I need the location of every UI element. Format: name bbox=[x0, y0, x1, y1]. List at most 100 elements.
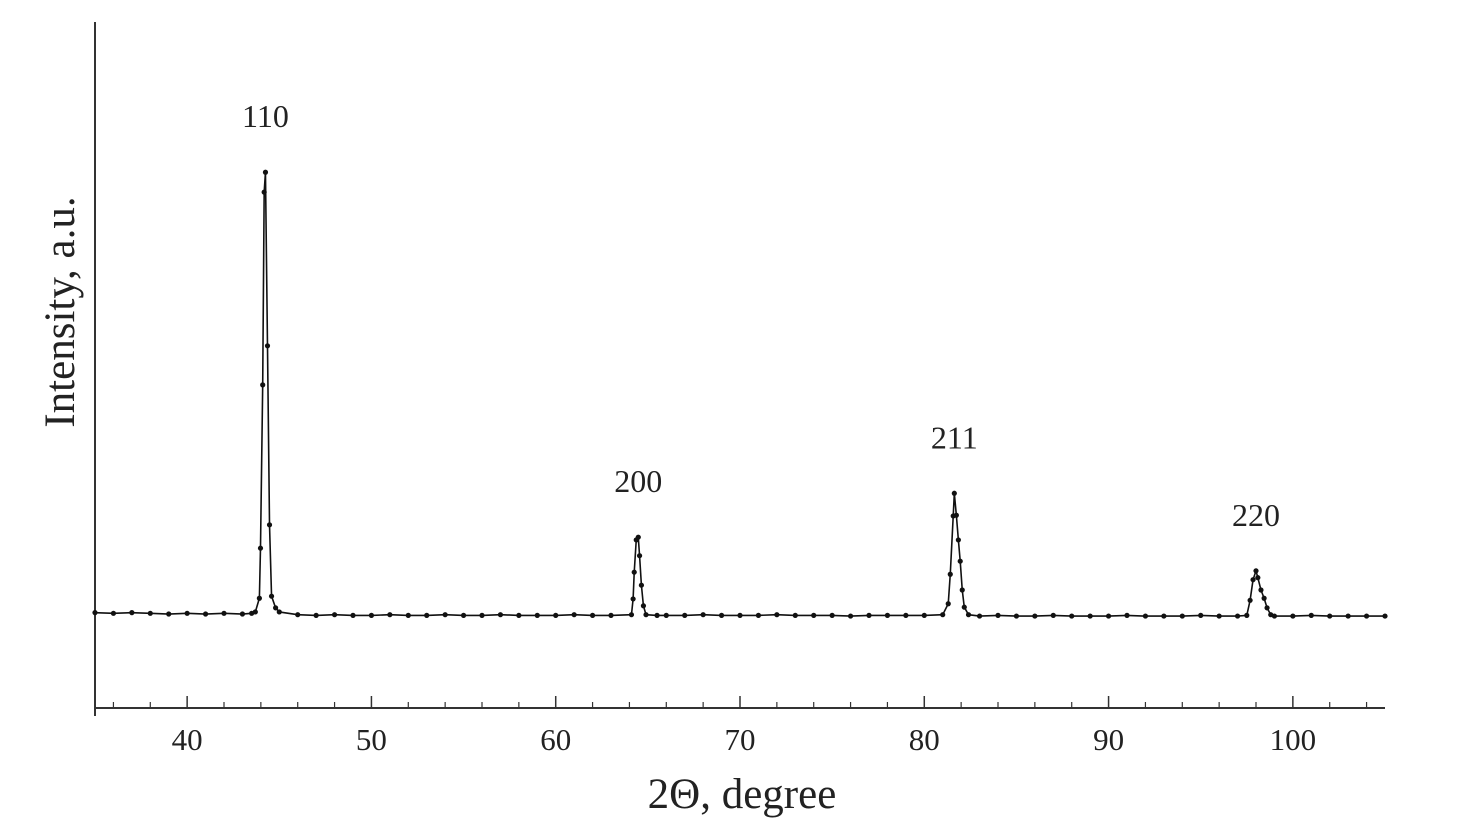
data-point bbox=[202, 611, 209, 617]
data-point bbox=[755, 612, 762, 618]
data-point bbox=[1271, 613, 1278, 619]
data-point bbox=[479, 612, 485, 618]
data-point bbox=[262, 169, 269, 175]
data-point bbox=[1382, 613, 1388, 619]
data-point bbox=[737, 612, 743, 618]
data-point bbox=[221, 610, 227, 616]
data-point bbox=[1250, 577, 1256, 583]
data-point bbox=[256, 595, 262, 601]
data-point bbox=[405, 612, 411, 618]
data-point bbox=[1264, 605, 1270, 611]
data-point bbox=[792, 612, 798, 618]
data-point bbox=[257, 545, 264, 551]
data-point bbox=[953, 512, 959, 518]
data-point bbox=[1327, 613, 1333, 619]
data-point bbox=[442, 612, 448, 618]
x-tick-label: 80 bbox=[909, 722, 940, 757]
data-point bbox=[1255, 575, 1261, 581]
data-point bbox=[635, 534, 641, 540]
data-point bbox=[497, 612, 504, 618]
x-tick-label: 60 bbox=[540, 722, 571, 757]
data-point bbox=[1261, 595, 1267, 601]
data-point bbox=[951, 490, 957, 496]
data-point bbox=[1198, 612, 1204, 618]
data-point bbox=[682, 612, 688, 618]
data-point bbox=[1087, 613, 1093, 619]
data-point bbox=[955, 537, 961, 543]
x-tick-label: 50 bbox=[356, 722, 387, 757]
data-point bbox=[636, 553, 643, 559]
data-point bbox=[947, 571, 953, 577]
data-line bbox=[94, 172, 1385, 617]
data-point bbox=[1308, 612, 1314, 618]
data-point bbox=[239, 611, 246, 617]
y-axis-title: Intensity, a.u. bbox=[37, 196, 84, 427]
peak-label: 110 bbox=[242, 98, 289, 134]
peak-label: 200 bbox=[614, 463, 662, 499]
data-point bbox=[1290, 613, 1296, 619]
data-point bbox=[829, 612, 835, 618]
data-point bbox=[1258, 587, 1264, 593]
data-point bbox=[252, 609, 258, 615]
data-point bbox=[811, 612, 817, 618]
data-point bbox=[331, 612, 338, 618]
data-point bbox=[995, 612, 1001, 618]
data-point bbox=[965, 612, 972, 618]
data-point bbox=[884, 612, 891, 618]
data-point bbox=[368, 612, 375, 618]
data-point bbox=[260, 382, 266, 388]
data-point bbox=[1244, 612, 1250, 618]
data-point bbox=[387, 612, 393, 618]
peak-label: 220 bbox=[1232, 497, 1280, 533]
data-point bbox=[903, 612, 909, 618]
x-tick-label: 70 bbox=[725, 722, 756, 757]
data-point bbox=[1069, 613, 1075, 619]
data-point bbox=[921, 612, 927, 618]
data-point bbox=[147, 610, 153, 616]
data-point bbox=[961, 604, 967, 610]
data-point bbox=[631, 569, 637, 575]
data-point bbox=[1105, 613, 1112, 619]
x-tick-label: 90 bbox=[1093, 722, 1124, 757]
data-point bbox=[1345, 613, 1351, 619]
data-point bbox=[608, 612, 614, 618]
data-point bbox=[589, 612, 596, 618]
data-point bbox=[628, 612, 635, 618]
data-point bbox=[1124, 612, 1130, 618]
data-point bbox=[957, 558, 963, 564]
x-tick-label: 40 bbox=[172, 722, 203, 757]
data-point bbox=[718, 612, 725, 618]
data-point bbox=[638, 582, 645, 588]
data-point bbox=[276, 609, 282, 615]
data-point bbox=[273, 605, 279, 611]
data-point bbox=[295, 612, 301, 618]
data-point bbox=[959, 587, 965, 593]
data-point bbox=[940, 612, 946, 618]
data-point bbox=[92, 610, 98, 616]
data-point bbox=[774, 612, 780, 618]
data-point bbox=[184, 610, 190, 616]
data-point bbox=[1216, 613, 1222, 619]
data-point bbox=[1013, 613, 1020, 619]
data-point bbox=[1253, 568, 1259, 574]
data-point bbox=[166, 611, 172, 617]
data-point bbox=[424, 612, 430, 618]
data-point bbox=[1032, 613, 1038, 619]
peak-label: 211 bbox=[931, 419, 978, 455]
data-point bbox=[847, 613, 854, 619]
data-point bbox=[654, 612, 660, 618]
data-point bbox=[460, 612, 467, 618]
data-point bbox=[350, 612, 356, 618]
data-point bbox=[945, 601, 951, 607]
data-point bbox=[534, 612, 540, 618]
data-point bbox=[268, 593, 275, 599]
data-point bbox=[640, 603, 647, 609]
data-point bbox=[313, 612, 319, 618]
data-point bbox=[630, 596, 636, 602]
data-point bbox=[663, 612, 669, 618]
data-point bbox=[553, 612, 559, 618]
data-point bbox=[129, 610, 135, 616]
data-point bbox=[1247, 597, 1253, 603]
